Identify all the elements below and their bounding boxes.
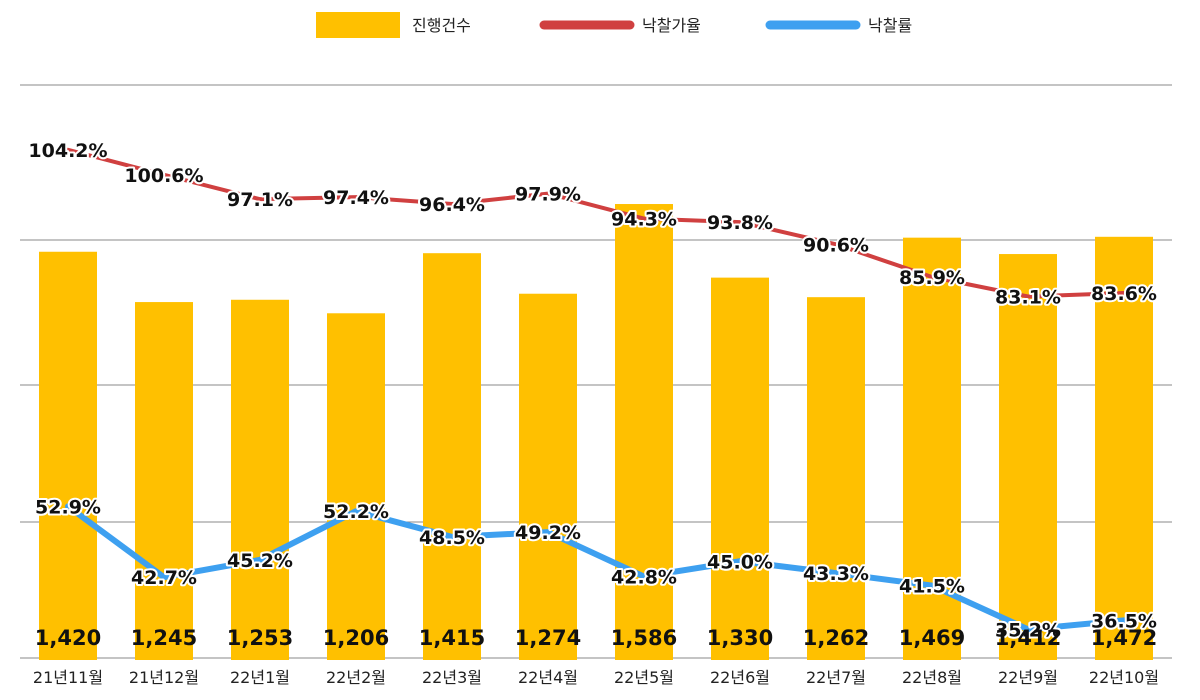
legend-label-bar: 진행건수: [412, 16, 471, 35]
bar-data-label: 1,274: [515, 626, 581, 650]
series-line-2: [65, 503, 1127, 633]
bar: [135, 302, 193, 660]
bar: [1095, 236, 1153, 661]
x-tick-label: 22년7월: [806, 668, 866, 687]
x-tick-label: 22년9월: [998, 668, 1058, 687]
x-tick-label: 22년5월: [614, 668, 674, 687]
line-data-label: 43.3%: [803, 563, 869, 585]
line-data-label: 42.8%: [611, 567, 677, 589]
bar-data-label: 1,415: [419, 626, 485, 650]
line-data-label: 83.6%: [1091, 283, 1157, 305]
line-data-label: 35.2%: [995, 619, 1061, 641]
line-data-label: 48.5%: [419, 527, 485, 549]
bar-data-label: 1,262: [803, 626, 869, 650]
bar-data-label: 1,245: [131, 626, 197, 650]
line-data-label: 52.9%: [35, 496, 101, 518]
legend-swatch-bar: [316, 12, 400, 38]
line-data-label: 49.2%: [515, 522, 581, 544]
line-series: [65, 147, 1127, 633]
line-data-label: 52.2%: [323, 501, 389, 523]
bar-data-label: 1,420: [35, 626, 101, 650]
x-axis-ticks: 21년11월 21년12월 22년1월 22년2월 22년3월 22년4월 22년5월 22년…: [33, 668, 1159, 687]
x-tick-label: 22년1월: [230, 668, 290, 687]
legend-label-line-1: 낙찰가율: [642, 16, 701, 35]
data-labels: 104.2% 100.6% 97.1% 97.4% 96.4% 97.9% 94.3% 93.…: [26, 138, 1159, 650]
line-data-label: 96.4%: [419, 194, 485, 216]
line-data-label: 100.6%: [124, 165, 203, 187]
bar-data-label: 1,412: [995, 626, 1061, 650]
x-tick-label: 21년12월: [129, 668, 199, 687]
bar-data-label: 1,472: [1091, 626, 1157, 650]
bar-data-label: 1,206: [323, 626, 389, 650]
line-data-label: 97.4%: [323, 187, 389, 209]
legend-label-line-2: 낙찰률: [868, 16, 912, 35]
line-data-label: 97.9%: [515, 184, 581, 206]
x-tick-label: 22년4월: [518, 668, 578, 687]
bar-data-label: 1,330: [707, 626, 773, 650]
line-data-label: 45.2%: [227, 550, 293, 572]
bar: [711, 277, 769, 660]
bar: [903, 237, 961, 660]
bar: [39, 251, 97, 660]
bars: [39, 204, 1153, 661]
line-data-label: 104.2%: [28, 140, 107, 162]
x-tick-label: 22년3월: [422, 668, 482, 687]
legend: 진행건수 낙찰가율 낙찰률: [316, 12, 912, 38]
bar-data-label: 1,253: [227, 626, 293, 650]
bar-data-label: 1,469: [899, 626, 965, 650]
bar: [807, 297, 865, 660]
bar: [423, 253, 481, 660]
bar: [231, 299, 289, 660]
bar: [999, 254, 1057, 661]
line-data-label: 85.9%: [899, 267, 965, 289]
x-tick-label: 22년8월: [902, 668, 962, 687]
bar: [615, 204, 673, 660]
line-data-label: 36.5%: [1091, 610, 1157, 632]
x-tick-label: 22년10월: [1089, 668, 1159, 687]
line-data-label: 42.7%: [131, 567, 197, 589]
bar-data-label: 1,586: [611, 626, 677, 650]
bar: [519, 293, 577, 660]
line-data-label: 83.1%: [995, 286, 1061, 308]
line-data-label: 97.1%: [227, 189, 293, 211]
bar: [327, 313, 385, 660]
line-data-label: 41.5%: [899, 576, 965, 598]
line-data-label: 94.3%: [611, 209, 677, 231]
series-line-1: [66, 147, 1126, 299]
x-tick-label: 21년11월: [33, 668, 103, 687]
line-data-label: 45.0%: [707, 551, 773, 573]
line-data-label: 90.6%: [803, 234, 869, 256]
x-tick-label: 22년6월: [710, 668, 770, 687]
line-data-label: 93.8%: [707, 212, 773, 234]
x-tick-label: 22년2월: [326, 668, 386, 687]
gridlines: [20, 84, 1172, 659]
